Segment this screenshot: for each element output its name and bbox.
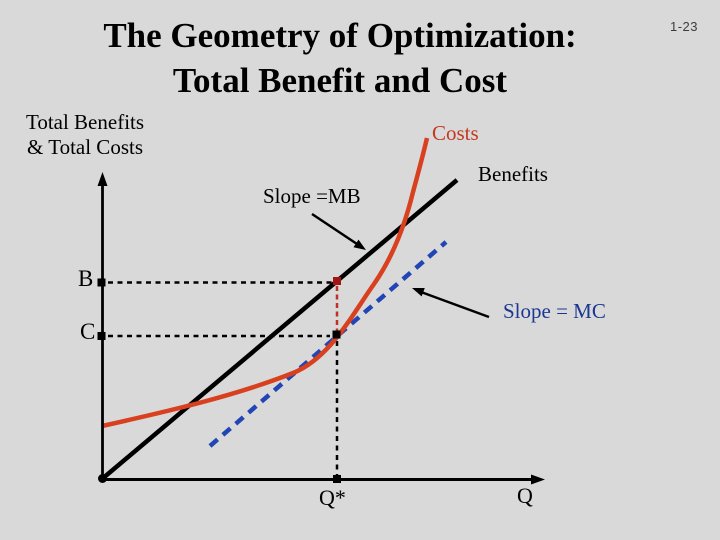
title-line-1: The Geometry of Optimization: bbox=[103, 16, 577, 55]
c-axis-marker bbox=[97, 332, 106, 340]
mb-annotation-arrowhead-icon bbox=[353, 239, 366, 250]
origin-dot bbox=[98, 474, 107, 483]
point-b-label: B bbox=[78, 266, 94, 291]
total-benefits-line bbox=[100, 178, 459, 481]
y-axis-label-line-1: Total Benefits bbox=[25, 110, 145, 134]
b-axis-marker bbox=[97, 278, 106, 287]
q-axis-label: Q bbox=[517, 483, 533, 508]
mc-tangent-dashed-line bbox=[208, 240, 448, 448]
total-costs-curve bbox=[101, 137, 430, 429]
q-star-label: Q* bbox=[319, 485, 346, 510]
page-number: 1-23 bbox=[669, 19, 698, 34]
slope-mb-label: Slope =MB bbox=[263, 184, 361, 208]
y-axis-label-line-2: & Total Costs bbox=[27, 135, 143, 159]
y-axis-label: Total Benefits & Total Costs bbox=[8, 110, 162, 160]
y-axis-arrowhead-icon bbox=[97, 172, 108, 186]
tangency-point-dot bbox=[332, 330, 341, 339]
point-c-label: C bbox=[80, 319, 96, 344]
qstar-axis-marker bbox=[333, 475, 341, 483]
title-line-2: Total Benefit and Cost bbox=[172, 61, 508, 100]
slope-mc-label: Slope = MC bbox=[503, 299, 606, 323]
benefits-label: Benefits bbox=[478, 162, 548, 186]
benefit-point-dot bbox=[333, 277, 341, 285]
costs-label: Costs bbox=[432, 121, 479, 145]
mc-annotation-arrow-line bbox=[420, 290, 490, 319]
mc-annotation-arrowhead-icon bbox=[412, 288, 425, 297]
slide-title: The Geometry of Optimization: Total Benef… bbox=[0, 13, 720, 103]
mb-annotation-arrow-line bbox=[311, 212, 358, 246]
x-axis-arrowhead-icon bbox=[531, 474, 545, 485]
